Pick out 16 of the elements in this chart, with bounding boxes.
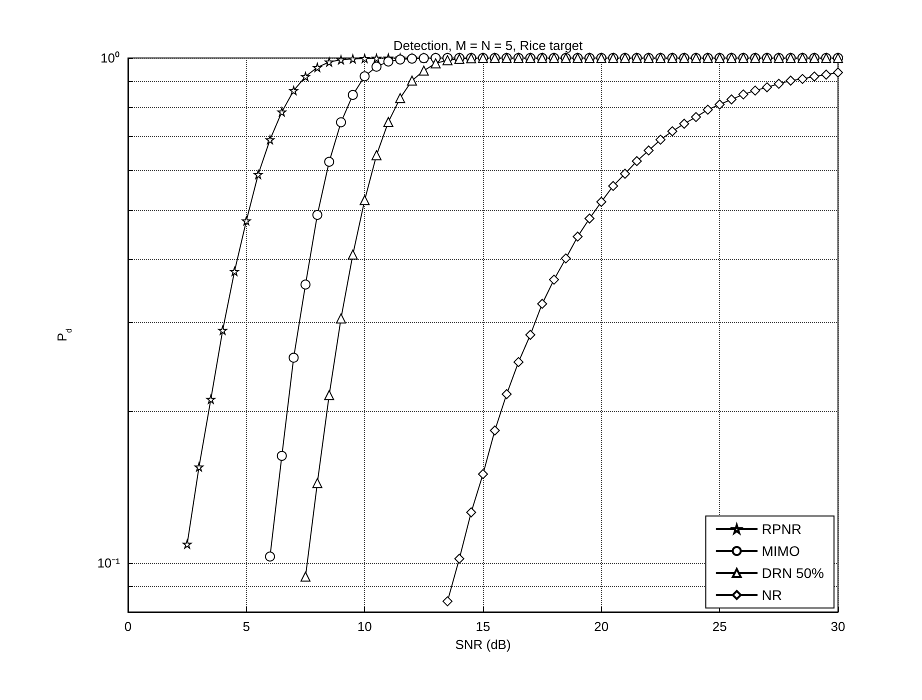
legend-label: RPNR <box>762 521 802 537</box>
x-tick-label: 5 <box>242 619 250 634</box>
x-tick-label: 15 <box>476 619 490 634</box>
legend-label: NR <box>762 587 782 603</box>
y-tick-label: 10⁰ <box>100 50 120 66</box>
x-tick-label: 30 <box>830 619 846 634</box>
legend-label: MIMO <box>762 543 800 559</box>
y-tick-label: 10⁻¹ <box>97 556 121 571</box>
x-tick-label: 0 <box>124 619 132 634</box>
x-axis-title: SNR (dB) <box>455 637 511 652</box>
x-tick-label: 25 <box>712 619 727 634</box>
y-axis-title: Pd <box>54 328 74 342</box>
x-tick-label: 20 <box>594 619 609 634</box>
legend-label: DRN 50% <box>762 565 824 581</box>
x-tick-label: 10 <box>357 619 372 634</box>
chart-title: Detection, M = N = 5, Rice target <box>393 38 584 53</box>
